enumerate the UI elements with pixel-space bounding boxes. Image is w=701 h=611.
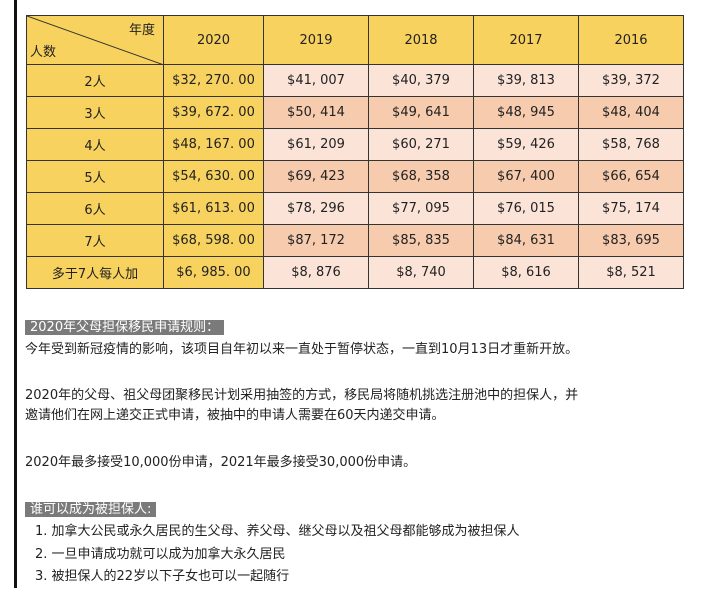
year-header: 2020 [163, 15, 264, 65]
table-cell: $69, 423 [263, 160, 369, 193]
table-cell: $48, 404 [578, 96, 684, 129]
table-cell: $8, 521 [578, 256, 684, 289]
table-cell: $39, 813 [473, 64, 579, 97]
row-label: 4人 [26, 128, 164, 161]
year-header: 2016 [578, 15, 684, 65]
table-row: 2人 $32, 270. 00 $41, 007 $40, 379 $39, 813 $3… [26, 64, 684, 97]
row-label: 6人 [26, 192, 164, 225]
row-label: 5人 [26, 160, 164, 193]
people-label: 人数 [30, 45, 57, 60]
table-row: 7人 $68, 598. 00 $87, 172 $85, 835 $84, 631 $8… [26, 224, 684, 257]
table-cell: $76, 015 [473, 192, 579, 225]
table-cell: $48, 945 [473, 96, 579, 129]
table-cell: $87, 172 [263, 224, 369, 257]
table-cell: $54, 630. 00 [163, 160, 264, 193]
table-cell: $41, 007 [263, 64, 369, 97]
table-cell: $78, 296 [263, 192, 369, 225]
table-cell: $39, 672. 00 [163, 96, 264, 129]
year-label: 年度 [128, 23, 155, 38]
table-cell: $49, 641 [368, 96, 474, 129]
table-row: 5人 $54, 630. 00 $69, 423 $68, 358 $67, 400 $6… [26, 160, 684, 193]
table-cell: $50, 414 [263, 96, 369, 129]
table-cell: $61, 613. 00 [163, 192, 264, 225]
table-row: 4人 $48, 167. 00 $61, 209 $60, 271 $59, 426 $5… [26, 128, 684, 161]
row-label: 3人 [26, 96, 164, 129]
table-cell: $8, 876 [263, 256, 369, 289]
year-header: 2017 [473, 15, 579, 65]
row-label: 7人 [26, 224, 164, 257]
table-cell: $59, 426 [473, 128, 579, 161]
paragraph: 今年受到新冠疫情的影响，该项目自年初以来一直处于暂停状态，一直到10月13日才重… [25, 342, 579, 357]
year-header: 2018 [368, 15, 474, 65]
table-cell: $48, 167. 00 [163, 128, 264, 161]
table-cell: $68, 598. 00 [163, 224, 264, 257]
table-cell: $77, 095 [368, 192, 474, 225]
paragraph: 邀请他们在网上递交正式申请，被抽中的申请人需要在60天内递交申请。 [25, 408, 445, 423]
income-table: 年度 人数 2020 2019 2018 2017 2016 2人 $32, 27… [26, 15, 684, 289]
table-cell: $75, 174 [578, 192, 684, 225]
table-row: 3人 $39, 672. 00 $50, 414 $49, 641 $48, 945 $4… [26, 96, 684, 129]
table-cell: $66, 654 [578, 160, 684, 193]
list-item: 3. 被担保人的22岁以下子女也可以一起随行 [35, 569, 290, 584]
table-cell: $68, 358 [368, 160, 474, 193]
table-cell: $32, 270. 00 [163, 64, 264, 97]
table-cell: $84, 631 [473, 224, 579, 257]
corner-header: 年度 人数 [26, 15, 164, 65]
year-header: 2019 [263, 15, 369, 65]
list-item: 1. 加拿大公民或永久居民的生父母、养父母、继父母以及祖父母都能够成为被担保人 [35, 524, 520, 539]
list-item: 2. 一旦申请成功就可以成为加拿大永久居民 [35, 547, 286, 562]
table-cell: $85, 835 [368, 224, 474, 257]
table-cell: $8, 616 [473, 256, 579, 289]
table-cell: $40, 379 [368, 64, 474, 97]
table-cell: $8, 740 [368, 256, 474, 289]
table-cell: $83, 695 [578, 224, 684, 257]
table-cell: $58, 768 [578, 128, 684, 161]
paragraph: 2020年最多接受10,000份申请，2021年最多接受30,000份申请。 [25, 455, 417, 470]
section-heading: 2020年父母担保移民申请规则： [25, 320, 225, 335]
table-cell: $60, 271 [368, 128, 474, 161]
table-cell: $61, 209 [263, 128, 369, 161]
table-cell: $67, 400 [473, 160, 579, 193]
table-row: 6人 $61, 613. 00 $78, 296 $77, 095 $76, 015 $7… [26, 192, 684, 225]
row-label: 多于7人每人加 [26, 256, 164, 289]
left-border [14, 0, 17, 588]
section-heading: 谁可以成为被担保人: [25, 502, 157, 517]
table-cell: $6, 985. 00 [163, 256, 264, 289]
table-cell: $39, 372 [578, 64, 684, 97]
paragraph: 2020年的父母、祖父母团聚移民计划采用抽签的方式，移民局将随机挑选注册池中的担… [25, 388, 579, 403]
table-row: 多于7人每人加 $6, 985. 00 $8, 876 $8, 740 $8, 616 $… [26, 256, 684, 289]
row-label: 2人 [26, 64, 164, 97]
